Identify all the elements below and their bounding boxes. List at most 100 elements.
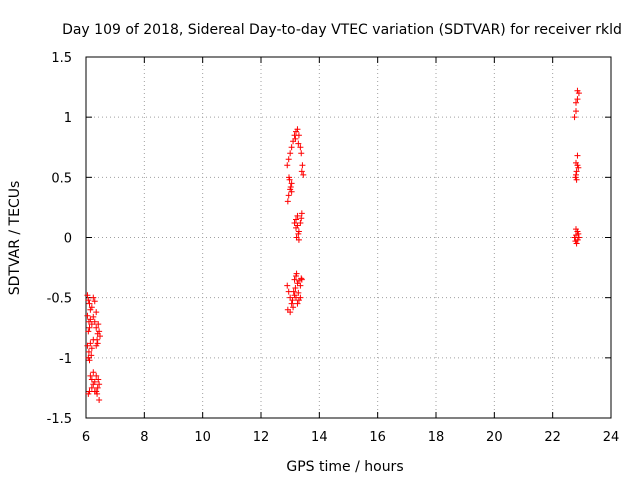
data-point [97,333,103,340]
data-point [573,171,579,178]
data-point [93,388,100,395]
data-point [290,288,297,295]
data-point [288,300,295,307]
data-point [90,369,97,376]
data-point [298,275,305,282]
data-point [573,168,580,175]
data-point [286,174,292,181]
data-point [293,270,300,277]
x-tick-label: 24 [603,430,620,445]
data-point [85,297,92,304]
data-point [86,357,93,364]
data-point [297,144,304,151]
data-point [574,236,581,243]
data-point [93,309,100,316]
data-point [94,384,101,391]
data-points [84,87,582,403]
chart-title: Day 109 of 2018, Sidereal Day-to-day VTE… [62,22,622,38]
data-point [291,276,298,283]
data-point [85,328,92,335]
data-point [297,294,304,301]
data-point [95,321,102,328]
x-tick-label: 22 [544,430,561,445]
data-point [294,126,301,133]
data-point [297,220,304,227]
data-point [293,216,299,223]
data-point [295,289,302,296]
data-point [293,224,299,231]
data-point [90,294,97,301]
data-point [91,298,98,305]
data-point [295,140,302,147]
data-point [88,352,95,359]
data-point [91,318,98,325]
y-tick-label: -1.5 [47,412,72,427]
data-point [573,108,579,115]
data-point [294,212,301,219]
data-point [292,135,299,142]
data-point [571,114,578,121]
data-point [93,372,100,379]
data-point [288,188,295,195]
y-tick-label: 1.5 [51,51,72,66]
data-point [574,87,581,94]
data-point [574,152,581,159]
data-point [84,292,91,299]
data-point [87,340,94,347]
data-point [284,198,291,205]
data-point [96,381,103,388]
data-point [290,304,297,311]
data-point [85,348,92,355]
data-point [573,226,579,233]
data-point [96,328,103,335]
data-point [289,297,296,304]
data-point [91,378,98,385]
data-point [299,162,306,169]
data-point [298,276,305,283]
data-point [573,176,580,183]
data-point [86,300,93,307]
data-point [287,150,294,157]
data-point [292,285,299,292]
data-point [86,388,93,395]
x-tick-label: 20 [486,430,503,445]
data-point [298,150,305,157]
x-tick-label: 12 [253,430,270,445]
data-point [574,96,581,103]
data-point [88,304,95,311]
data-point [295,132,302,139]
x-tick-label: 16 [369,430,386,445]
data-point [284,282,291,289]
data-point [88,384,95,391]
y-tick-label: -1 [59,352,72,367]
x-tick-label: 6 [82,430,90,445]
data-point [88,345,95,352]
data-point [86,324,93,331]
data-point [90,336,97,343]
x-tick-label: 8 [140,430,148,445]
data-point [287,183,294,190]
data-point [90,313,97,320]
data-point [295,236,302,243]
x-tick-label: 18 [428,430,445,445]
data-point [288,180,295,187]
data-point [288,144,295,151]
y-tick-label: 1 [64,111,72,126]
data-point [575,230,582,237]
data-point [298,168,305,175]
data-point [94,340,101,347]
data-point [298,210,305,217]
y-axis-ticks: -1.5 -1 -0.5 0 0.5 1 1.5 [47,51,611,427]
x-tick-label: 10 [194,430,211,445]
x-tick-label: 14 [311,430,328,445]
x-axis-ticks: 6 8 10 12 14 16 18 20 22 24 [82,57,619,445]
y-tick-label: -0.5 [47,292,72,307]
y-tick-label: 0 [64,232,72,247]
gridlines [86,57,611,418]
data-point [84,312,91,319]
data-point [573,159,579,166]
data-point [573,240,580,247]
data-point [575,164,582,171]
data-point [295,230,302,237]
